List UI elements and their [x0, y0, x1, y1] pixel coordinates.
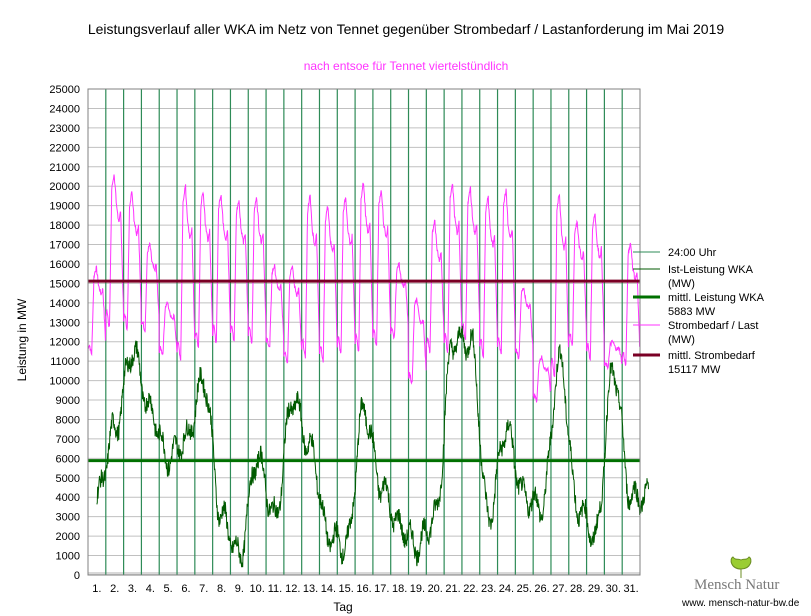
y-tick-label: 21000 [49, 162, 80, 174]
legend-label: mittl. Leistung WKA [668, 292, 765, 304]
y-tick-label: 14000 [49, 298, 80, 310]
x-tick-label: 14. [321, 583, 336, 595]
y-tick-label: 18000 [49, 220, 80, 232]
legend-label-sub: 5883 MW [668, 306, 716, 318]
y-tick-label: 25000 [49, 84, 80, 96]
legend-label-sub: (MW) [668, 334, 695, 346]
legend-label: Ist-Leistung WKA [668, 264, 754, 276]
x-tick-label: 10. [250, 583, 265, 595]
x-tick-label: 28. [570, 583, 585, 595]
load-line [87, 174, 641, 403]
x-tick-labels: 1. 2. 3. 4. 5. 6. 7. 8. 9. 10. 11. 12. 13. 14. 15. 16. 1… [92, 583, 638, 595]
series-load [87, 174, 641, 403]
x-tick-label: 23. [481, 583, 496, 595]
chart-subtitle: nach entsoe für Tennet viertelstündlich [304, 59, 509, 73]
x-tick-label: 7. [199, 583, 208, 595]
y-tick-label: 16000 [49, 259, 80, 271]
plot-frame [87, 88, 641, 576]
logo-brand-text: Mensch Natur [694, 577, 780, 593]
x-tick-label: 17. [374, 583, 389, 595]
y-tick-label: 3000 [56, 512, 80, 524]
mean-lines [88, 279, 640, 463]
x-tick-label: 5. [164, 583, 173, 595]
x-tick-label: 3. [128, 583, 137, 595]
x-tick-label: 27. [552, 583, 567, 595]
x-tick-label: 21. [445, 583, 460, 595]
legend-label-sub: 15117 MW [668, 364, 721, 376]
y-tick-label: 4000 [56, 492, 80, 504]
x-tick-label: 1. [92, 583, 101, 595]
x-tick-label: 12. [285, 583, 300, 595]
logo-url: www. mensch-natur-bw.de [682, 598, 800, 609]
x-tick-label: 15. [339, 583, 354, 595]
x-tick-label: 13. [303, 583, 318, 595]
y-tick-label: 8000 [56, 414, 80, 426]
legend: 24:00 Uhr Ist-Leistung WKA (MW) mittl. Leis… [633, 247, 765, 376]
ginkgo-leaf-icon [730, 556, 752, 578]
y-tick-label: 0 [74, 570, 80, 582]
x-tick-label: 9. [235, 583, 244, 595]
chart-title: Leistungsverlauf aller WKA im Netz von T… [88, 21, 725, 37]
x-tick-label: 26. [534, 583, 549, 595]
y-tick-label: 6000 [56, 453, 80, 465]
x-tick-label: 6. [181, 583, 190, 595]
y-tick-labels: 0 1000 2000 3000 4000 5000 6000 7000 8000 9000 100… [49, 84, 80, 582]
x-tick-label: 29. [588, 583, 603, 595]
x-tick-label: 16. [356, 583, 371, 595]
legend-label: mittl. Strombedarf [668, 350, 756, 362]
day-separator-lines [105, 89, 623, 575]
x-tick-label: 18. [392, 583, 407, 595]
y-tick-label: 15000 [49, 278, 80, 290]
y-tick-label: 7000 [56, 434, 80, 446]
y-axis-label: Leistung in MW [15, 298, 29, 381]
x-tick-label: 25. [517, 583, 532, 595]
y-tick-label: 5000 [56, 473, 80, 485]
y-tick-label: 19000 [49, 201, 80, 213]
y-tick-label: 24000 [49, 103, 80, 115]
y-tick-label: 13000 [49, 317, 80, 329]
x-axis-label: Tag [333, 600, 352, 614]
series-wka [96, 325, 649, 568]
y-tick-label: 22000 [49, 142, 80, 154]
legend-label-sub: (MW) [668, 278, 695, 290]
x-tick-label: 4. [146, 583, 155, 595]
y-tick-label: 17000 [49, 240, 80, 252]
y-tick-label: 23000 [49, 123, 80, 135]
y-tick-label: 12000 [49, 337, 80, 349]
y-tick-label: 20000 [49, 181, 80, 193]
x-tick-label: 8. [217, 583, 226, 595]
x-tick-label: 20. [428, 583, 443, 595]
logo: Mensch Natur www. mensch-natur-bw.de [682, 555, 808, 613]
x-minor-tick-band [88, 572, 640, 575]
y-tick-label: 2000 [56, 531, 80, 543]
x-tick-label: 22. [463, 583, 478, 595]
y-gridlines [88, 88, 640, 576]
y-tick-label: 9000 [56, 395, 80, 407]
legend-label: Strombedarf / Last [668, 320, 759, 332]
x-tick-label: 19. [410, 583, 425, 595]
y-tick-label: 10000 [49, 376, 80, 388]
y-tick-label: 11000 [50, 356, 80, 368]
x-tick-label: 31. [623, 583, 638, 595]
x-tick-label: 30. [606, 583, 621, 595]
x-tick-label: 11. [268, 583, 282, 595]
wka-line [96, 325, 649, 568]
x-tick-label: 24. [499, 583, 514, 595]
x-tick-label: 2. [110, 583, 119, 595]
legend-label: 24:00 Uhr [668, 247, 717, 259]
y-tick-label: 1000 [56, 551, 80, 563]
